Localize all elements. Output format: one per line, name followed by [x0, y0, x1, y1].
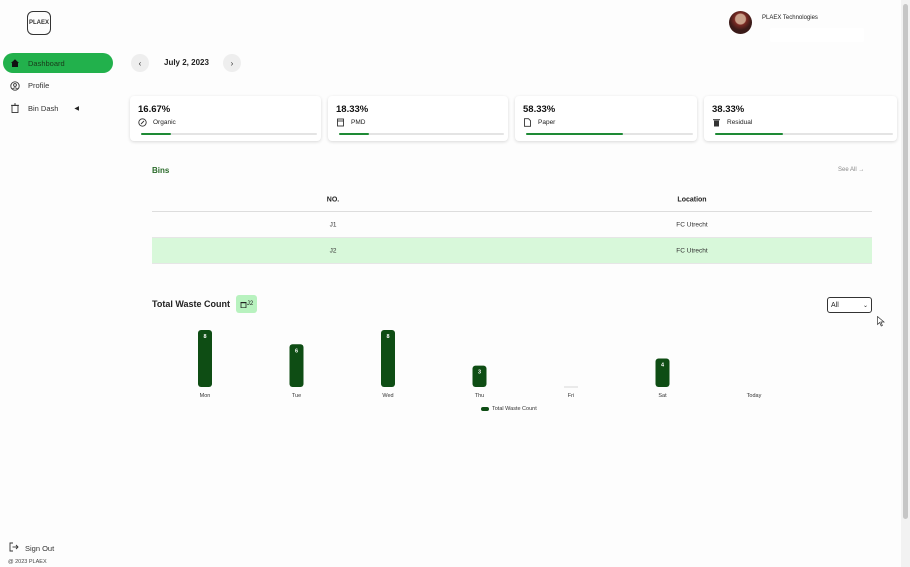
stat-percent: 38.33% — [712, 104, 745, 115]
sign-out-icon — [9, 542, 19, 554]
stat-label: PMD — [351, 119, 366, 126]
legend-label: Total Waste Count — [492, 406, 537, 412]
stat-label: Paper — [538, 119, 556, 126]
previous-date-button[interactable]: ‹ — [131, 54, 149, 72]
leaf-circle-icon — [138, 118, 147, 127]
caret-left-icon[interactable]: ◀ — [74, 105, 79, 112]
chart-data-label: 6 — [295, 348, 298, 354]
progress-bar — [141, 133, 317, 135]
sign-out-label: Sign Out — [25, 543, 55, 553]
chart-tick-label: Tue — [292, 393, 301, 399]
chart-bar-mon[interactable] — [198, 330, 212, 387]
user-circle-icon — [10, 80, 20, 91]
stat-card-residual[interactable]: 38.33% Residual — [704, 96, 897, 141]
chart-data-label: 4 — [661, 363, 665, 369]
chart-tick-label: Mon — [200, 393, 211, 399]
chart-data-label: 8 — [203, 334, 206, 340]
sidebar-nav: Dashboard Profile Bin Dash ◀ — [3, 53, 113, 121]
table-row[interactable]: J1 FC Utrecht — [152, 212, 872, 238]
bin-icon — [712, 118, 721, 127]
chevron-right-icon: › — [230, 58, 234, 68]
plaex-logo: PLAEX — [27, 11, 51, 35]
avatar[interactable] — [729, 11, 752, 34]
stat-card-organic[interactable]: 16.67% Organic — [130, 96, 321, 141]
chart-tick-label: Wed — [382, 393, 393, 399]
chart-bar-thu[interactable] — [472, 365, 487, 387]
bin-outline-icon — [240, 301, 247, 308]
stat-card-paper[interactable]: 58.33% Paper — [515, 96, 697, 141]
progress-bar — [715, 133, 893, 135]
bottle-icon — [336, 118, 345, 127]
chart-tick-label: Today — [747, 393, 762, 399]
chart-bar-tue[interactable] — [289, 344, 304, 387]
company-name: PLAEX Technologies — [762, 15, 818, 21]
paper-icon — [523, 118, 532, 127]
see-all-link[interactable]: See All → — [838, 167, 865, 173]
chart-data-label: 8 — [386, 334, 389, 340]
selected-bin-label: J2 — [246, 301, 254, 307]
progress-fill — [526, 133, 623, 135]
bin-location: FC Utrecht — [676, 221, 708, 228]
selected-bin-badge[interactable]: J2 — [236, 295, 257, 313]
company-field — [770, 28, 864, 42]
mouse-cursor-icon — [877, 315, 885, 329]
progress-fill — [141, 133, 171, 135]
progress-fill — [339, 133, 369, 135]
bin-number: J2 — [329, 247, 337, 254]
stat-label: Organic — [153, 119, 176, 126]
chart-tick-label: Fri — [568, 393, 574, 399]
copyright-text: @ 2023 PLAEX — [8, 559, 47, 565]
waste-bar-chart: 8 Mon 6 Tue 8 Wed 3 Thu Fri 4 Sat Today — [198, 330, 762, 399]
sign-out-button[interactable]: Sign Out — [9, 542, 54, 554]
next-date-button[interactable]: › — [223, 54, 241, 72]
chart-data-label: 3 — [478, 370, 481, 376]
chart-tick-label: Thu — [475, 393, 484, 399]
chevron-left-icon: ‹ — [138, 58, 142, 68]
stat-percent: 18.33% — [336, 104, 369, 115]
bins-table-header: NO. Location — [152, 188, 872, 212]
scrollbar-thumb[interactable] — [903, 4, 908, 519]
page-scrollbar[interactable] — [901, 0, 910, 567]
chart-bar-sat[interactable] — [655, 358, 670, 388]
bin-filter-select[interactable]: All ⌄ — [827, 297, 872, 313]
table-row[interactable]: J2 FC Utrecht — [152, 238, 872, 264]
progress-bar — [526, 133, 693, 135]
sidebar-item-label: Dashboard — [28, 58, 65, 68]
chart-legend: Total Waste Count — [481, 406, 537, 412]
stat-label: Residual — [727, 119, 753, 126]
chart-tick-label: Sat — [658, 393, 667, 399]
current-date: July 2, 2023 — [164, 58, 209, 67]
progress-fill — [715, 133, 783, 135]
sidebar-item-label: Bin Dash — [28, 103, 59, 113]
bin-number: J1 — [329, 221, 337, 228]
chart-bar-wed[interactable] — [381, 330, 395, 387]
sidebar-item-profile[interactable]: Profile — [3, 76, 113, 96]
chevron-down-icon: ⌄ — [862, 302, 868, 309]
home-icon — [10, 58, 20, 68]
trash-icon — [10, 103, 20, 113]
sidebar-item-dashboard[interactable]: Dashboard — [3, 53, 113, 73]
sidebar-item-bin-dash[interactable]: Bin Dash ◀ — [3, 98, 113, 118]
bin-location: FC Utrecht — [676, 247, 708, 254]
stat-percent: 16.67% — [138, 104, 171, 115]
column-header-location: Location — [677, 196, 707, 203]
progress-bar — [339, 133, 504, 135]
bin-filter-value: All — [831, 301, 839, 309]
legend-swatch — [481, 407, 489, 411]
sidebar-item-label: Profile — [28, 81, 50, 90]
stat-percent: 58.33% — [523, 104, 556, 115]
waste-count-title: Total Waste Count — [152, 299, 230, 309]
stat-card-pmd[interactable]: 18.33% PMD — [328, 96, 508, 141]
column-header-no: NO. — [326, 196, 340, 203]
bins-title: Bins — [152, 166, 170, 175]
